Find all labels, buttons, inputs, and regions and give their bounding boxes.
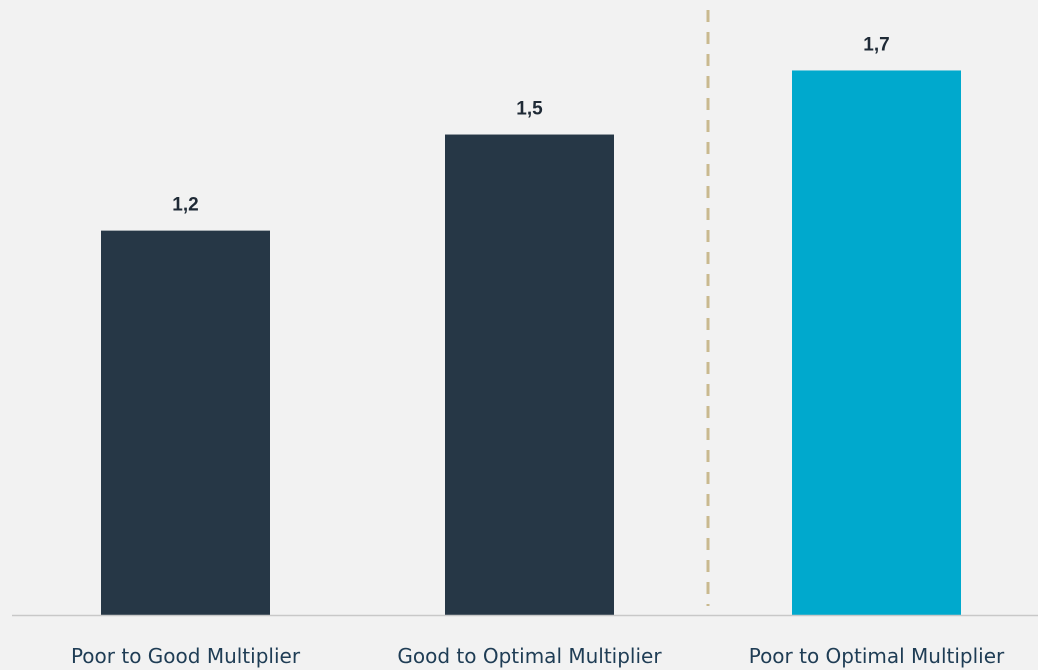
- value-labels-layer: 1,2 1,5 1,7: [172, 34, 889, 215]
- bar-1: [101, 230, 270, 615]
- bars-layer: [101, 70, 961, 615]
- category-label-1: Poor to Good Multiplier: [71, 644, 301, 668]
- value-label-3: 1,7: [863, 34, 889, 55]
- value-label-2: 1,5: [516, 99, 543, 120]
- category-labels-layer: Poor to Good Multiplier Good to Optimal M…: [71, 644, 1005, 668]
- bar-2: [445, 134, 614, 615]
- category-label-3: Poor to Optimal Multiplier: [749, 644, 1005, 668]
- bar-3: [792, 70, 961, 615]
- value-label-1: 1,2: [172, 195, 198, 216]
- category-label-2: Good to Optimal Multiplier: [397, 644, 662, 668]
